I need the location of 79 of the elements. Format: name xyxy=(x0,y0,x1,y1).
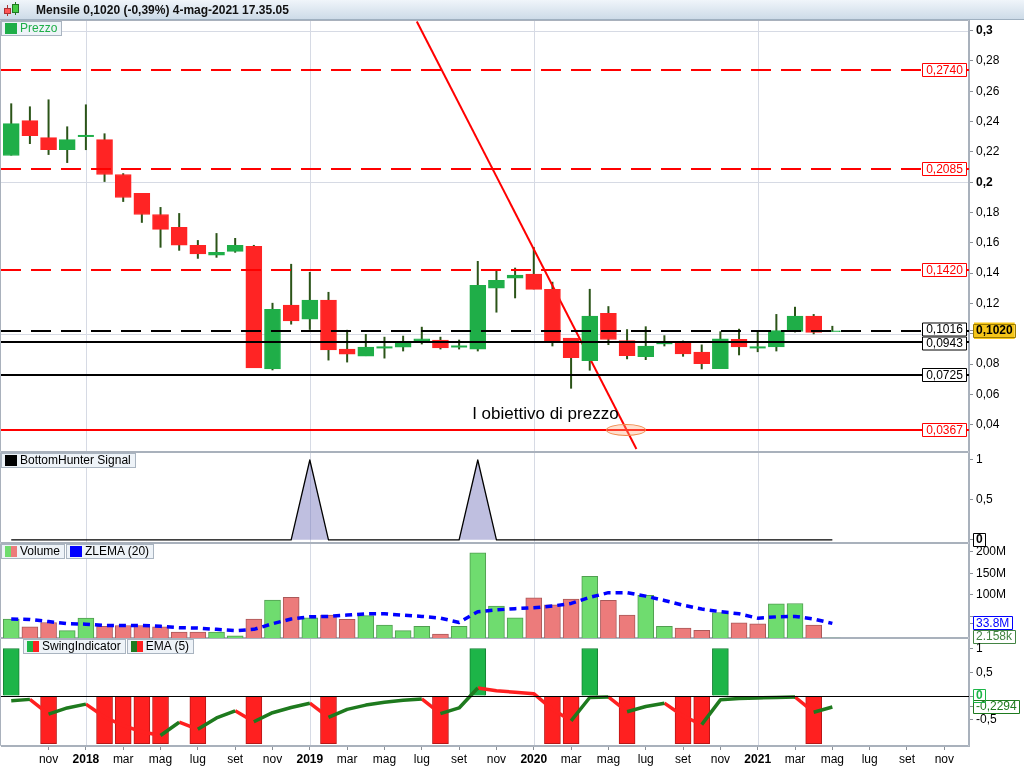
ref-line-label: 0,0943 xyxy=(926,336,964,351)
y-tick-label: 0,28 xyxy=(976,53,1000,68)
y-tick-label: 0,5 xyxy=(976,664,994,679)
candlestick xyxy=(525,246,543,291)
line-series xyxy=(9,590,835,633)
y-tick-label: 0,3 xyxy=(976,22,994,37)
x-tick-label: nov xyxy=(486,751,507,766)
candlestick xyxy=(488,270,505,314)
x-tick-label: set xyxy=(451,751,468,766)
x-tick-label: mar xyxy=(560,751,582,766)
legend-label: BottomHunter Signal xyxy=(20,453,131,467)
x-tick-label: 2018 xyxy=(72,751,100,766)
y-tick-label: 0,04 xyxy=(976,417,1000,432)
y-tick-label: 0,5 xyxy=(976,492,994,507)
y-tick-label: 0,1020 xyxy=(976,323,1014,338)
y-tick-label: 0 xyxy=(976,532,983,547)
x-tick-label: mag xyxy=(820,751,845,766)
x-tick-label: lug xyxy=(637,751,654,766)
y-tick-label: 0,24 xyxy=(976,113,1000,128)
candlestick xyxy=(58,125,76,164)
candlestick xyxy=(506,266,524,300)
x-tick-label: 2019 xyxy=(296,751,324,766)
y-tick-label: -0,5 xyxy=(976,712,997,727)
y-tick-label: 0,18 xyxy=(976,204,1000,219)
x-tick-label: lug xyxy=(189,751,206,766)
legend-label: ZLEMA (20) xyxy=(85,544,150,558)
candlestick xyxy=(40,98,57,156)
ref-line-label: 0,1016 xyxy=(926,322,964,337)
candlestick xyxy=(189,239,207,260)
x-tick-label: nov xyxy=(710,751,731,766)
y-tick-label: 0,14 xyxy=(976,265,1000,280)
ref-line-label: 0,0367 xyxy=(926,422,964,437)
x-tick-label: mag xyxy=(372,751,397,766)
candlestick xyxy=(133,192,151,224)
ref-line-label: 0,2085 xyxy=(926,161,964,176)
x-tick-label: lug xyxy=(413,751,430,766)
candlestick xyxy=(114,172,132,203)
annotation: I obiettivo di prezzo xyxy=(472,403,619,423)
x-tick-label: lug xyxy=(861,751,878,766)
candlestick xyxy=(282,262,300,326)
x-tick-label: mag xyxy=(596,751,621,766)
x-tick-label: nov xyxy=(262,751,283,766)
y-tick-label: 0,26 xyxy=(976,83,1000,98)
x-tick-label: mar xyxy=(336,751,358,766)
legend-label: Volume xyxy=(20,544,61,558)
ref-line-label: 0,2740 xyxy=(926,62,964,77)
y-tick-label: 0,16 xyxy=(976,235,1000,250)
x-tick-label: set xyxy=(227,751,244,766)
x-tick-label: 2020 xyxy=(520,751,548,766)
x-tick-label: set xyxy=(675,751,692,766)
candlestick xyxy=(637,325,655,361)
chart-title: Mensile 0,1020 (-0,39%) 4-mag-2021 17.35.05 xyxy=(36,3,289,17)
y-tick-label: 33.8M xyxy=(976,615,1010,630)
ref-line-label: 0,0725 xyxy=(926,367,964,382)
candlestick xyxy=(301,270,319,331)
text: 2.158k xyxy=(976,629,1014,644)
candlestick xyxy=(208,232,225,259)
x-tick-label: nov xyxy=(38,751,59,766)
x-tick-label: mag xyxy=(148,751,173,766)
y-tick-label: 0,08 xyxy=(976,356,1000,371)
x-tick-label: mar xyxy=(112,751,134,766)
candlestick xyxy=(152,206,169,249)
y-tick-label: 0,06 xyxy=(976,386,1000,401)
x-tick-label: mar xyxy=(784,751,806,766)
x-tick-label: 2021 xyxy=(744,751,772,766)
y-tick-label: 0,22 xyxy=(976,144,1000,159)
x-tick-label: set xyxy=(898,751,916,766)
y-tick-label: 1 xyxy=(976,452,983,467)
y-tick-label: 0 xyxy=(976,688,983,703)
y-tick-label: 150M xyxy=(976,565,1007,580)
y-tick-label: -0,2294 xyxy=(976,699,1018,714)
ref-line-label: 0,1420 xyxy=(926,262,964,277)
y-tick-label: 100M xyxy=(976,587,1007,602)
y-tick-label: 0,2 xyxy=(976,174,994,189)
x-tick-label: nov xyxy=(934,751,954,766)
y-tick-label: 0,12 xyxy=(976,295,1000,310)
legend-label: EMA (5) xyxy=(145,639,190,653)
text: Prezzo xyxy=(20,21,58,35)
legend-label: SwingIndicator xyxy=(42,639,121,653)
